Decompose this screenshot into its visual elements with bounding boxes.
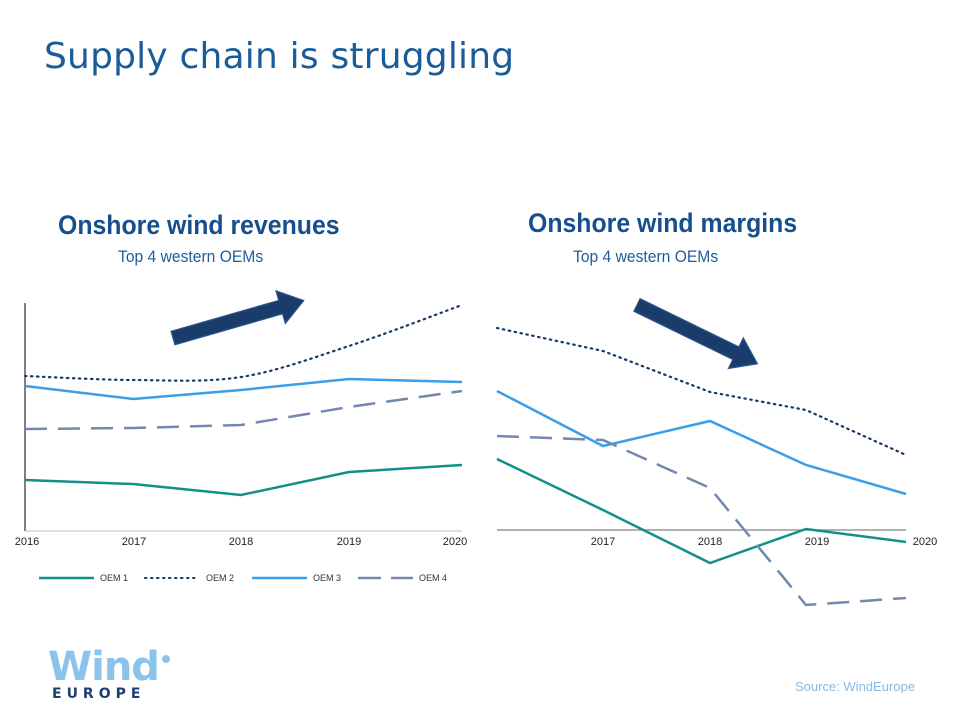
revenues-x-tick: 2017 — [122, 536, 146, 548]
revenues-line-oem1 — [24, 463, 463, 497]
margins-chart-title: Onshore wind margins — [528, 208, 798, 238]
margins-line-oem3 — [496, 389, 907, 496]
trend-up-arrow-icon — [170, 289, 305, 346]
legend-label-oem1: OEM 1 — [100, 573, 128, 583]
revenues-legend: OEM 1 OEM 2 OEM 3 OEM 4 — [39, 573, 447, 583]
margins-line-oem1 — [496, 457, 907, 565]
source-note: Source: WindEurope — [795, 679, 915, 694]
margins-chart-subtitle: Top 4 western OEMs — [573, 247, 719, 266]
margins-x-tick: 2019 — [805, 536, 829, 548]
revenues-line-oem3 — [24, 377, 463, 401]
margins-x-tick: 2017 — [591, 536, 615, 548]
revenues-chart-title: Onshore wind revenues — [58, 210, 340, 240]
margins-line-oem4 — [496, 434, 907, 607]
margins-line-oem2 — [495, 326, 908, 457]
windeurope-logo-subtext: EUROPE — [52, 686, 146, 702]
slide-title: Supply chain is struggling — [44, 36, 515, 77]
margins-x-tick: 2020 — [913, 536, 937, 548]
windeurope-logo-wordmark: Wind — [48, 644, 160, 690]
revenues-chart-subtitle: Top 4 western OEMs — [118, 247, 264, 266]
legend-label-oem3: OEM 3 — [313, 573, 341, 583]
windeurope-logo-dot-icon — [162, 655, 170, 663]
revenues-x-tick: 2020 — [443, 536, 467, 548]
legend-label-oem2: OEM 2 — [206, 573, 234, 583]
revenues-x-tick: 2018 — [229, 536, 253, 548]
margins-x-tick: 2018 — [698, 536, 722, 548]
trend-down-arrow-icon — [633, 297, 759, 370]
legend-label-oem4: OEM 4 — [419, 573, 447, 583]
revenues-x-tick: 2016 — [15, 536, 39, 548]
revenues-x-tick: 2019 — [337, 536, 361, 548]
revenues-line-oem4 — [24, 389, 463, 431]
revenues-line-oem2 — [23, 303, 464, 382]
